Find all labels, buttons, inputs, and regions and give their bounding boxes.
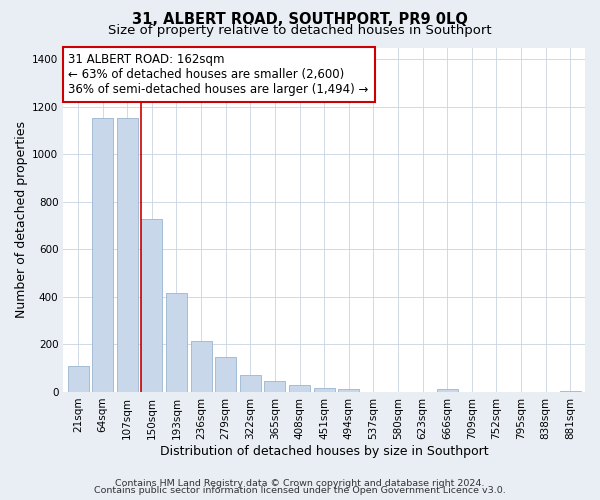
Bar [191, 341, 212, 392]
Bar [166, 294, 187, 392]
X-axis label: Distribution of detached houses by size in Southport: Distribution of detached houses by size … [160, 444, 488, 458]
Bar [215, 357, 236, 392]
Text: 31 ALBERT ROAD: 162sqm
← 63% of detached houses are smaller (2,600)
36% of semi-: 31 ALBERT ROAD: 162sqm ← 63% of detached… [68, 52, 369, 96]
Text: Size of property relative to detached houses in Southport: Size of property relative to detached ho… [108, 24, 492, 37]
Bar [68, 366, 89, 392]
Bar [265, 380, 286, 392]
Bar [117, 118, 138, 392]
Text: 31, ALBERT ROAD, SOUTHPORT, PR9 0LQ: 31, ALBERT ROAD, SOUTHPORT, PR9 0LQ [132, 12, 468, 28]
Bar [142, 218, 163, 392]
Bar [437, 389, 458, 392]
Bar [92, 118, 113, 392]
Bar [338, 389, 359, 392]
Bar [240, 376, 261, 392]
Text: Contains HM Land Registry data © Crown copyright and database right 2024.: Contains HM Land Registry data © Crown c… [115, 478, 485, 488]
Bar [314, 388, 335, 392]
Bar [560, 391, 581, 392]
Bar [289, 385, 310, 392]
Y-axis label: Number of detached properties: Number of detached properties [15, 121, 28, 318]
Text: Contains public sector information licensed under the Open Government Licence v3: Contains public sector information licen… [94, 486, 506, 495]
